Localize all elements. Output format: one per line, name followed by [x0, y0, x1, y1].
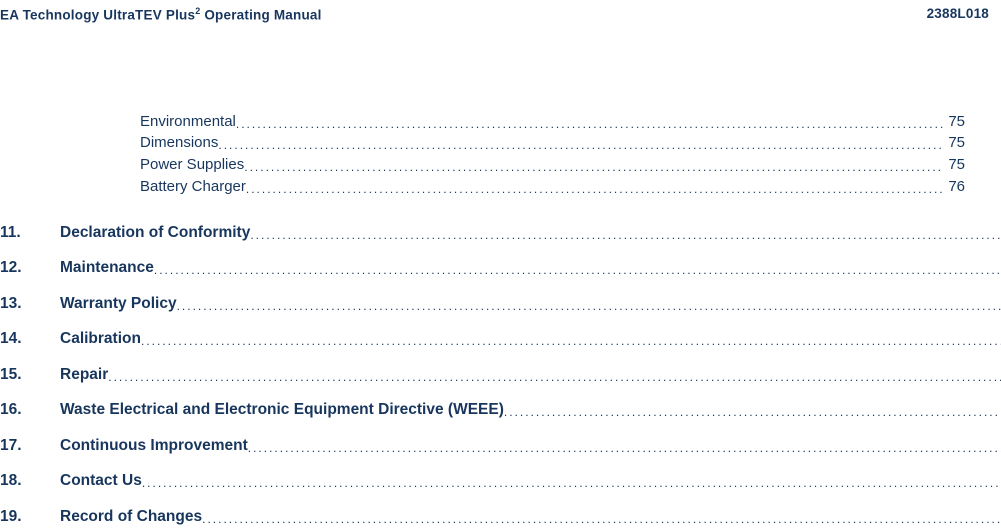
toc-leaders	[142, 474, 1001, 492]
toc-main-row-inner: Warranty Policy 78	[60, 295, 1001, 313]
toc-main-number: 13.	[0, 295, 60, 313]
toc-sub-item: Dimensions 75	[140, 132, 965, 154]
toc-leaders	[177, 297, 1001, 315]
toc-leaders	[218, 134, 944, 156]
toc-main-number: 19.	[0, 508, 60, 526]
toc-main-label: Calibration	[60, 330, 141, 348]
toc-leaders	[202, 510, 1001, 528]
toc-leaders	[244, 156, 944, 178]
toc-sub-page: 75	[944, 111, 965, 133]
header-title-suffix: Operating Manual	[200, 8, 321, 23]
table-of-contents: Environmental 75 Dimensions 75 Power Sup…	[0, 23, 1001, 526]
toc-sub-item: Environmental 75	[140, 111, 965, 133]
toc-leaders	[108, 368, 1001, 386]
toc-sub-list: Environmental 75 Dimensions 75 Power Sup…	[140, 111, 965, 198]
toc-main-item: 14. Calibration 79	[0, 330, 965, 348]
toc-leaders	[250, 226, 1001, 244]
toc-leaders	[154, 261, 1001, 279]
toc-main-row-inner: Calibration 79	[60, 330, 1001, 348]
toc-sub-item: Battery Charger 76	[140, 176, 965, 198]
toc-sub-item: Power Supplies 75	[140, 154, 965, 176]
toc-main-row-inner: Contact Us 80	[60, 472, 1001, 490]
toc-main-label: Repair	[60, 366, 108, 384]
toc-main-item: 19. Record of Changes 81	[0, 508, 965, 526]
toc-main-item: 12. Maintenance 78	[0, 259, 965, 277]
toc-main-number: 18.	[0, 472, 60, 490]
toc-main-number: 17.	[0, 437, 60, 455]
header-title: EA Technology UltraTEV Plus2 Operating M…	[0, 6, 322, 23]
toc-sub-label: Environmental	[140, 111, 236, 133]
header-doc-number: 2388L018	[927, 6, 989, 23]
toc-main-row-inner: Maintenance 78	[60, 259, 1001, 277]
toc-main-item: 13. Warranty Policy 78	[0, 295, 965, 313]
toc-main-label: Warranty Policy	[60, 295, 177, 313]
page-header: EA Technology UltraTEV Plus2 Operating M…	[0, 0, 1001, 23]
toc-main-label: Declaration of Conformity	[60, 224, 250, 242]
toc-main-item: 17. Continuous Improvement 79	[0, 437, 965, 455]
toc-main-row-inner: Record of Changes 81	[60, 508, 1001, 526]
toc-sub-page: 75	[944, 154, 965, 176]
toc-main-item: 11. Declaration of Conformity 77	[0, 224, 965, 242]
toc-main-number: 15.	[0, 366, 60, 384]
toc-main-number: 16.	[0, 401, 60, 419]
toc-main-row-inner: Declaration of Conformity 77	[60, 224, 1001, 242]
toc-main-item: 15. Repair 79	[0, 366, 965, 384]
toc-main-label: Record of Changes	[60, 508, 202, 526]
toc-main-item: 18. Contact Us 80	[0, 472, 965, 490]
toc-sub-page: 75	[944, 132, 965, 154]
toc-main-number: 12.	[0, 259, 60, 277]
toc-main-label: Waste Electrical and Electronic Equipmen…	[60, 401, 504, 419]
toc-leaders	[246, 178, 944, 200]
toc-leaders	[236, 113, 944, 135]
toc-main-label: Continuous Improvement	[60, 437, 248, 455]
toc-main-row-inner: Repair 79	[60, 366, 1001, 384]
toc-main-row-inner: Continuous Improvement 79	[60, 437, 1001, 455]
toc-main-item: 16. Waste Electrical and Electronic Equi…	[0, 401, 965, 419]
toc-sub-label: Dimensions	[140, 132, 218, 154]
toc-main-number: 14.	[0, 330, 60, 348]
page: EA Technology UltraTEV Plus2 Operating M…	[0, 0, 1001, 528]
header-title-prefix: EA Technology UltraTEV Plus	[0, 8, 195, 23]
toc-leaders	[141, 332, 1001, 350]
toc-sub-label: Power Supplies	[140, 154, 244, 176]
toc-main-label: Maintenance	[60, 259, 154, 277]
toc-main-row-inner: Waste Electrical and Electronic Equipmen…	[60, 401, 1001, 419]
toc-main-number: 11.	[0, 224, 60, 242]
toc-leaders	[248, 439, 1001, 457]
toc-leaders	[504, 403, 1001, 421]
toc-main-label: Contact Us	[60, 472, 142, 490]
toc-sub-label: Battery Charger	[140, 176, 246, 198]
toc-sub-page: 76	[944, 176, 965, 198]
toc-main-list: 11. Declaration of Conformity 77 12. Mai…	[0, 224, 965, 526]
